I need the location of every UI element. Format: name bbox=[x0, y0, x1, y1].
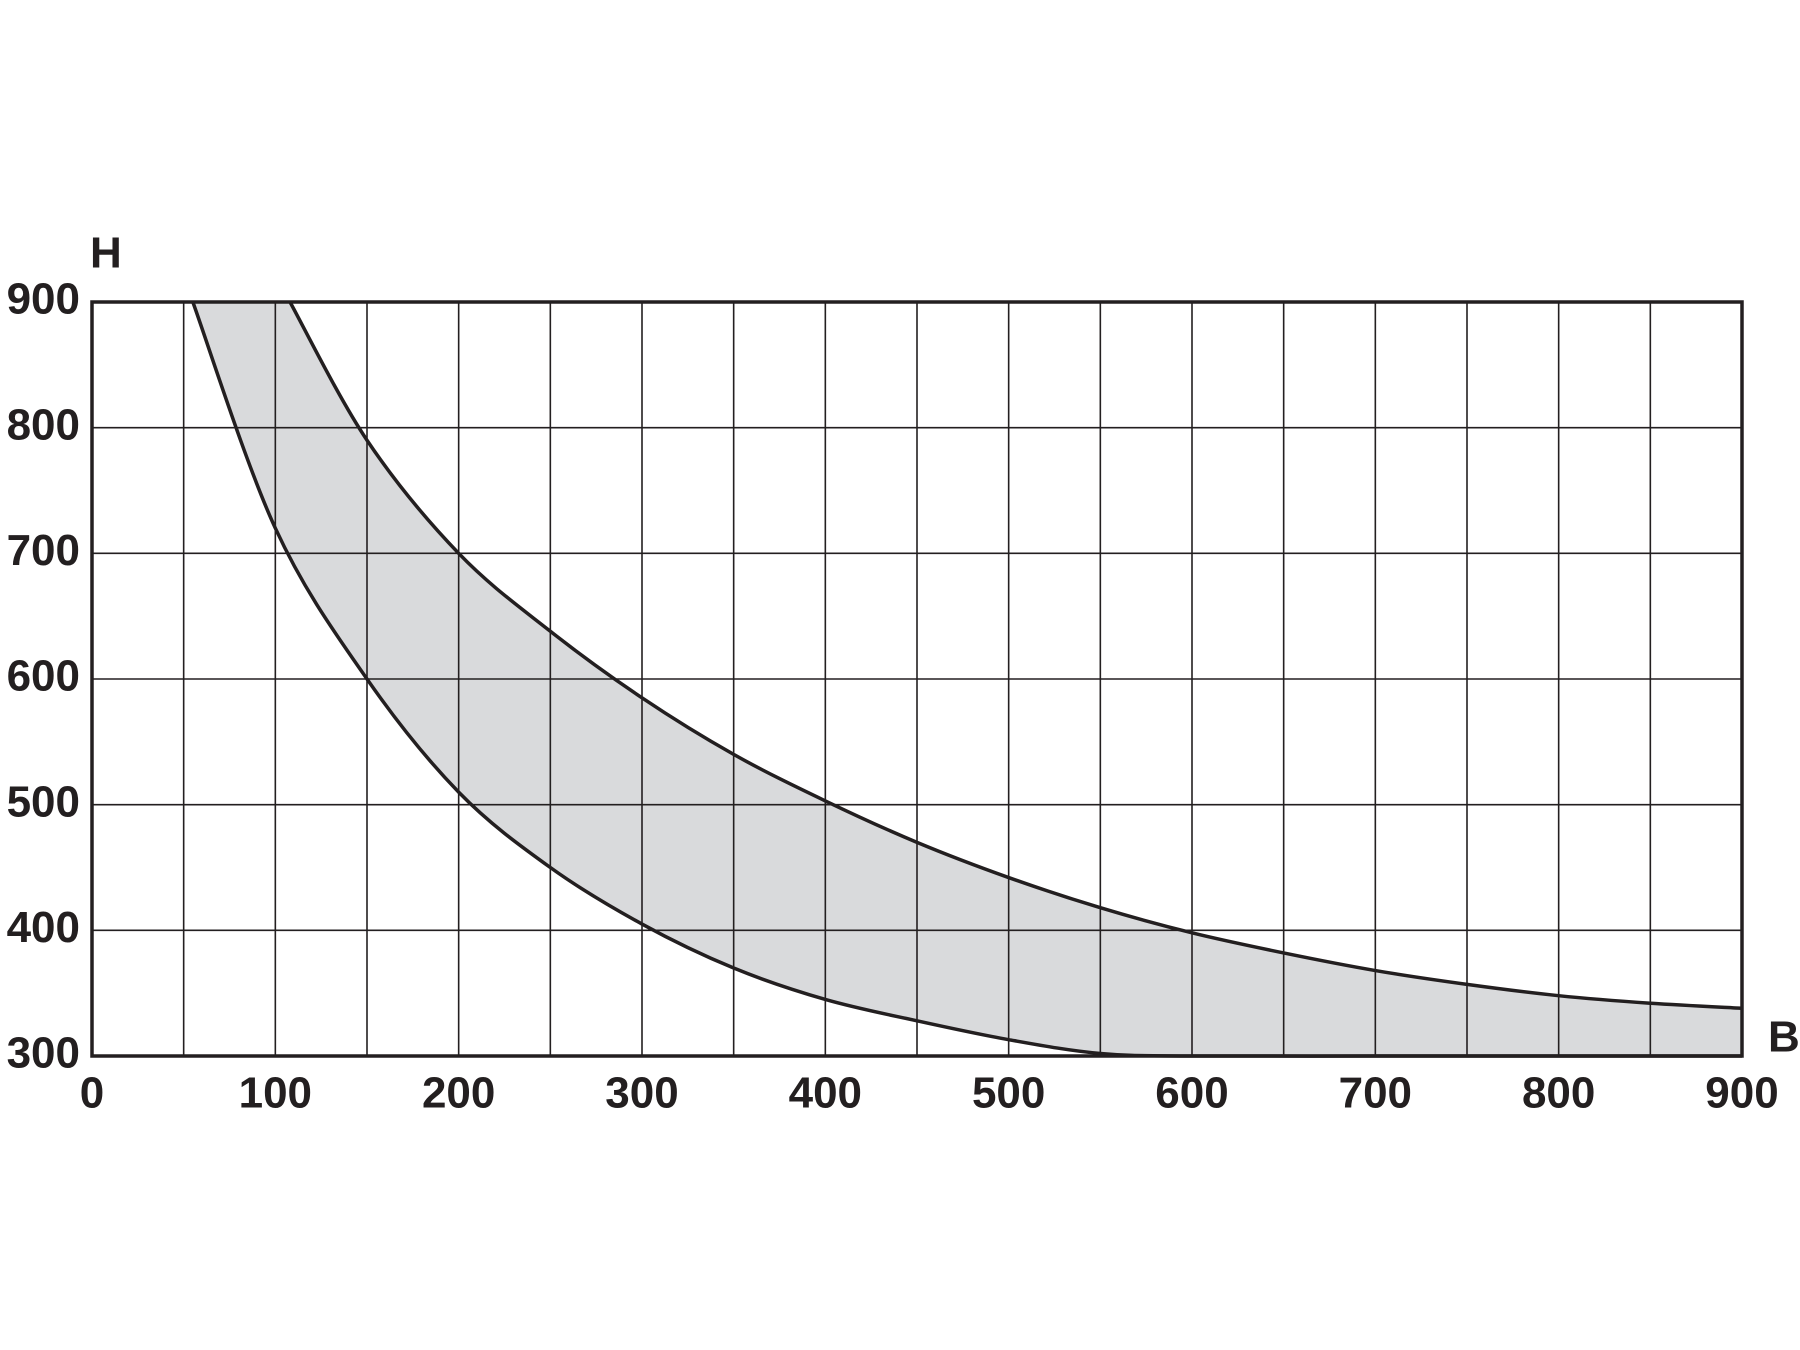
x-tick-label: 200 bbox=[422, 1069, 495, 1118]
x-tick-label: 900 bbox=[1705, 1069, 1778, 1118]
y-tick-label: 900 bbox=[7, 275, 80, 324]
y-tick-label: 800 bbox=[7, 400, 80, 449]
x-tick-label: 700 bbox=[1339, 1069, 1412, 1118]
x-tick-label: 100 bbox=[239, 1069, 312, 1118]
x-tick-label: 600 bbox=[1155, 1069, 1228, 1118]
x-tick-label: 400 bbox=[789, 1069, 862, 1118]
y-tick-label: 700 bbox=[7, 526, 80, 575]
y-tick-label: 500 bbox=[7, 777, 80, 826]
y-tick-label: 300 bbox=[7, 1029, 80, 1078]
x-tick-label: 0 bbox=[80, 1069, 104, 1118]
plot-frame bbox=[90, 300, 1744, 1058]
y-axis-label: H bbox=[90, 229, 122, 278]
x-tick-label: 500 bbox=[972, 1069, 1045, 1118]
x-tick-label: 800 bbox=[1522, 1069, 1595, 1118]
band-fill bbox=[192, 302, 1742, 1057]
x-tick-label: 300 bbox=[605, 1069, 678, 1118]
y-tick-label: 600 bbox=[7, 652, 80, 701]
y-tick-label: 400 bbox=[7, 903, 80, 952]
x-axis-label: B bbox=[1768, 1013, 1800, 1062]
curve bbox=[288, 301, 1743, 1010]
